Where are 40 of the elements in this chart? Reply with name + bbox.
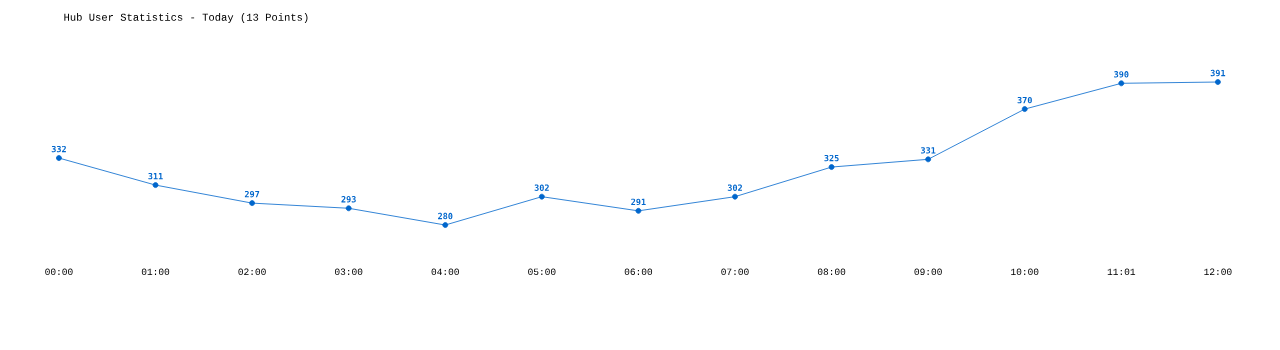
data-label: 370 — [1017, 96, 1032, 104]
x-tick-label: 08:00 — [817, 268, 846, 275]
x-tick-label: 11:01 — [1107, 268, 1136, 275]
point — [345, 205, 352, 212]
point — [152, 182, 159, 188]
x-tick-label: 04:00 — [431, 268, 459, 275]
data-label: 302 — [534, 184, 549, 191]
data-label: 297 — [244, 190, 260, 198]
x-tick-label: 09:00 — [914, 268, 942, 275]
x-tick-label: 10:00 — [1011, 268, 1039, 275]
point — [828, 164, 835, 170]
data-label: 280 — [438, 212, 453, 220]
x-tick-label: 00:00 — [45, 268, 73, 275]
point — [925, 156, 932, 163]
x-tick-label: 07:00 — [721, 268, 749, 275]
data-label: 291 — [631, 198, 646, 206]
data-label: 325 — [824, 154, 839, 162]
data-label: 332 — [51, 145, 66, 153]
data-label: 391 — [1210, 69, 1226, 77]
x-tick-label: 06:00 — [624, 268, 653, 275]
data-label: 390 — [1114, 71, 1129, 78]
point — [635, 207, 642, 214]
point — [249, 200, 255, 207]
data-label: 293 — [341, 196, 356, 203]
point — [1021, 106, 1028, 112]
x-tick-label: 12:00 — [1204, 268, 1232, 275]
chart-title: Hub User Statistics - Today (13 Points) — [64, 13, 308, 23]
point — [56, 155, 62, 161]
point — [1214, 79, 1221, 85]
data-label: 331 — [920, 147, 936, 154]
point — [1118, 80, 1125, 87]
x-tick-label: 05:00 — [528, 268, 556, 275]
x-tick-label: 01:00 — [141, 268, 170, 275]
data-label: 311 — [148, 172, 163, 180]
point — [732, 193, 738, 200]
x-tick-label: 03:00 — [335, 268, 363, 275]
data-label: 302 — [727, 184, 742, 191]
x-tick-label: 02:00 — [238, 268, 266, 275]
point — [442, 222, 449, 228]
point — [538, 193, 545, 200]
